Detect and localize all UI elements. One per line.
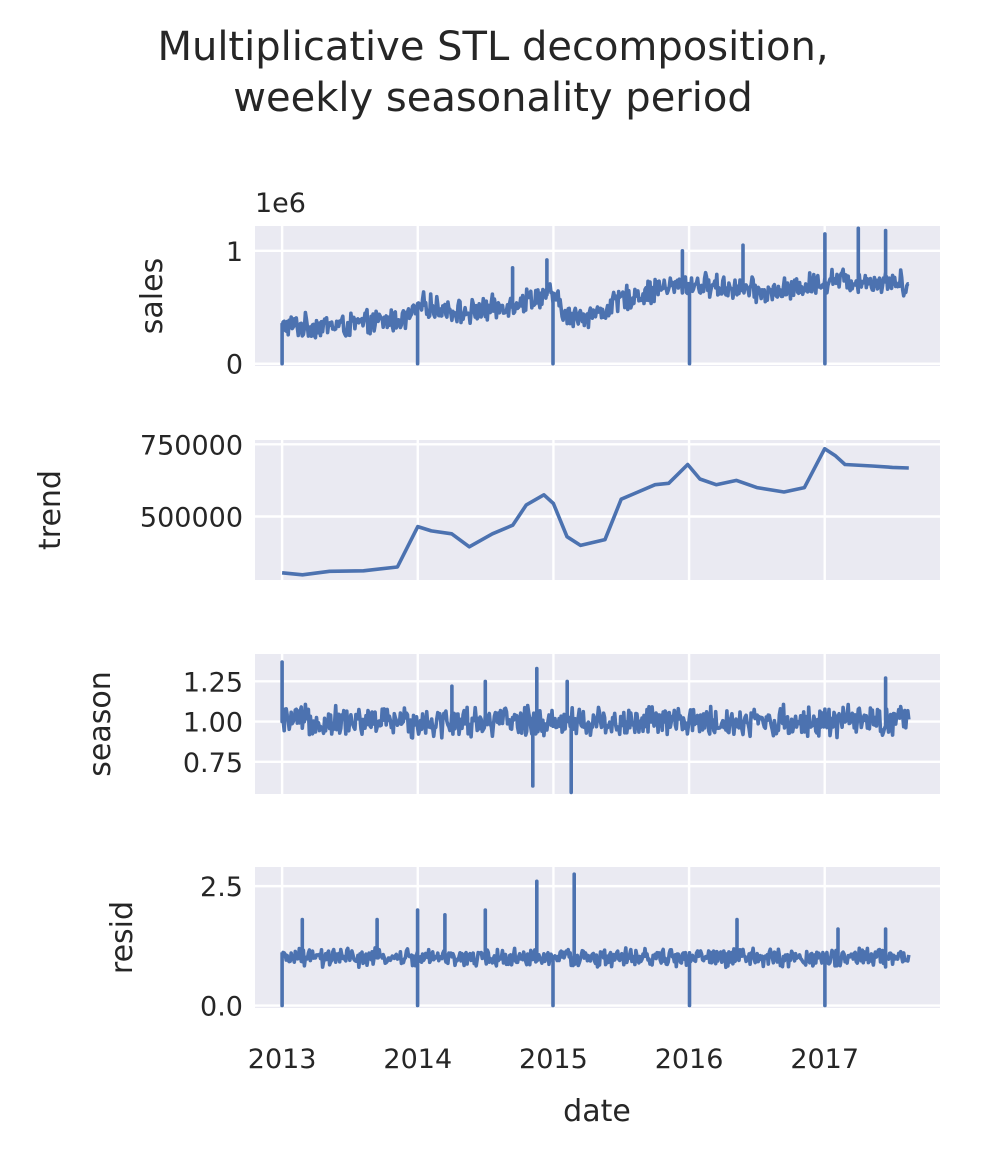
panel-sales: 0 1 sales 1e6 bbox=[135, 188, 940, 381]
y-tick-label: 1.00 bbox=[183, 708, 243, 739]
series-line-sales bbox=[280, 226, 910, 366]
y-tick-label: 500000 bbox=[140, 502, 243, 533]
panel-trend: 500000 750000 trend bbox=[33, 430, 940, 580]
y-tick-label: 0.0 bbox=[200, 992, 243, 1023]
x-tick-label: 2014 bbox=[383, 1044, 452, 1075]
x-axis: 2013 2014 2015 2016 2017 bbox=[248, 1044, 859, 1075]
y-tick-label: 0 bbox=[226, 350, 243, 381]
series-line-trend bbox=[281, 446, 909, 577]
x-tick-label: 2016 bbox=[655, 1044, 724, 1075]
y-tick-label: 0.75 bbox=[183, 748, 243, 779]
series-line-season bbox=[280, 660, 911, 795]
y-axis-label: resid bbox=[105, 901, 140, 974]
chart-title-line-1: Multiplicative STL decomposition, bbox=[157, 24, 828, 70]
y-axis-label: trend bbox=[33, 470, 68, 550]
panel-background bbox=[255, 226, 940, 366]
y-tick-label: 2.5 bbox=[200, 872, 243, 903]
x-tick-label: 2015 bbox=[519, 1044, 588, 1075]
y-axis-label: sales bbox=[135, 258, 170, 334]
y-offset-label: 1e6 bbox=[255, 188, 306, 219]
x-tick-label: 2017 bbox=[790, 1044, 859, 1075]
x-axis-label: date bbox=[563, 1094, 631, 1129]
panel-resid: 0.0 2.5 resid bbox=[105, 867, 940, 1023]
y-tick-label: 750000 bbox=[140, 430, 243, 461]
panel-season: 0.75 1.00 1.25 season bbox=[83, 654, 940, 795]
y-tick-label: 1 bbox=[226, 237, 243, 268]
chart-panels: 0 1 sales 1e6 500000 750000 trend 0.75 1.00 1.25 s… bbox=[33, 188, 940, 1023]
y-axis-label: season bbox=[83, 671, 118, 776]
panel-background bbox=[255, 440, 940, 580]
series-line-resid bbox=[280, 872, 911, 1008]
chart-title-line-2: weekly seasonality period bbox=[233, 75, 752, 121]
x-tick-label: 2013 bbox=[248, 1044, 317, 1075]
y-tick-label: 1.25 bbox=[183, 667, 243, 698]
